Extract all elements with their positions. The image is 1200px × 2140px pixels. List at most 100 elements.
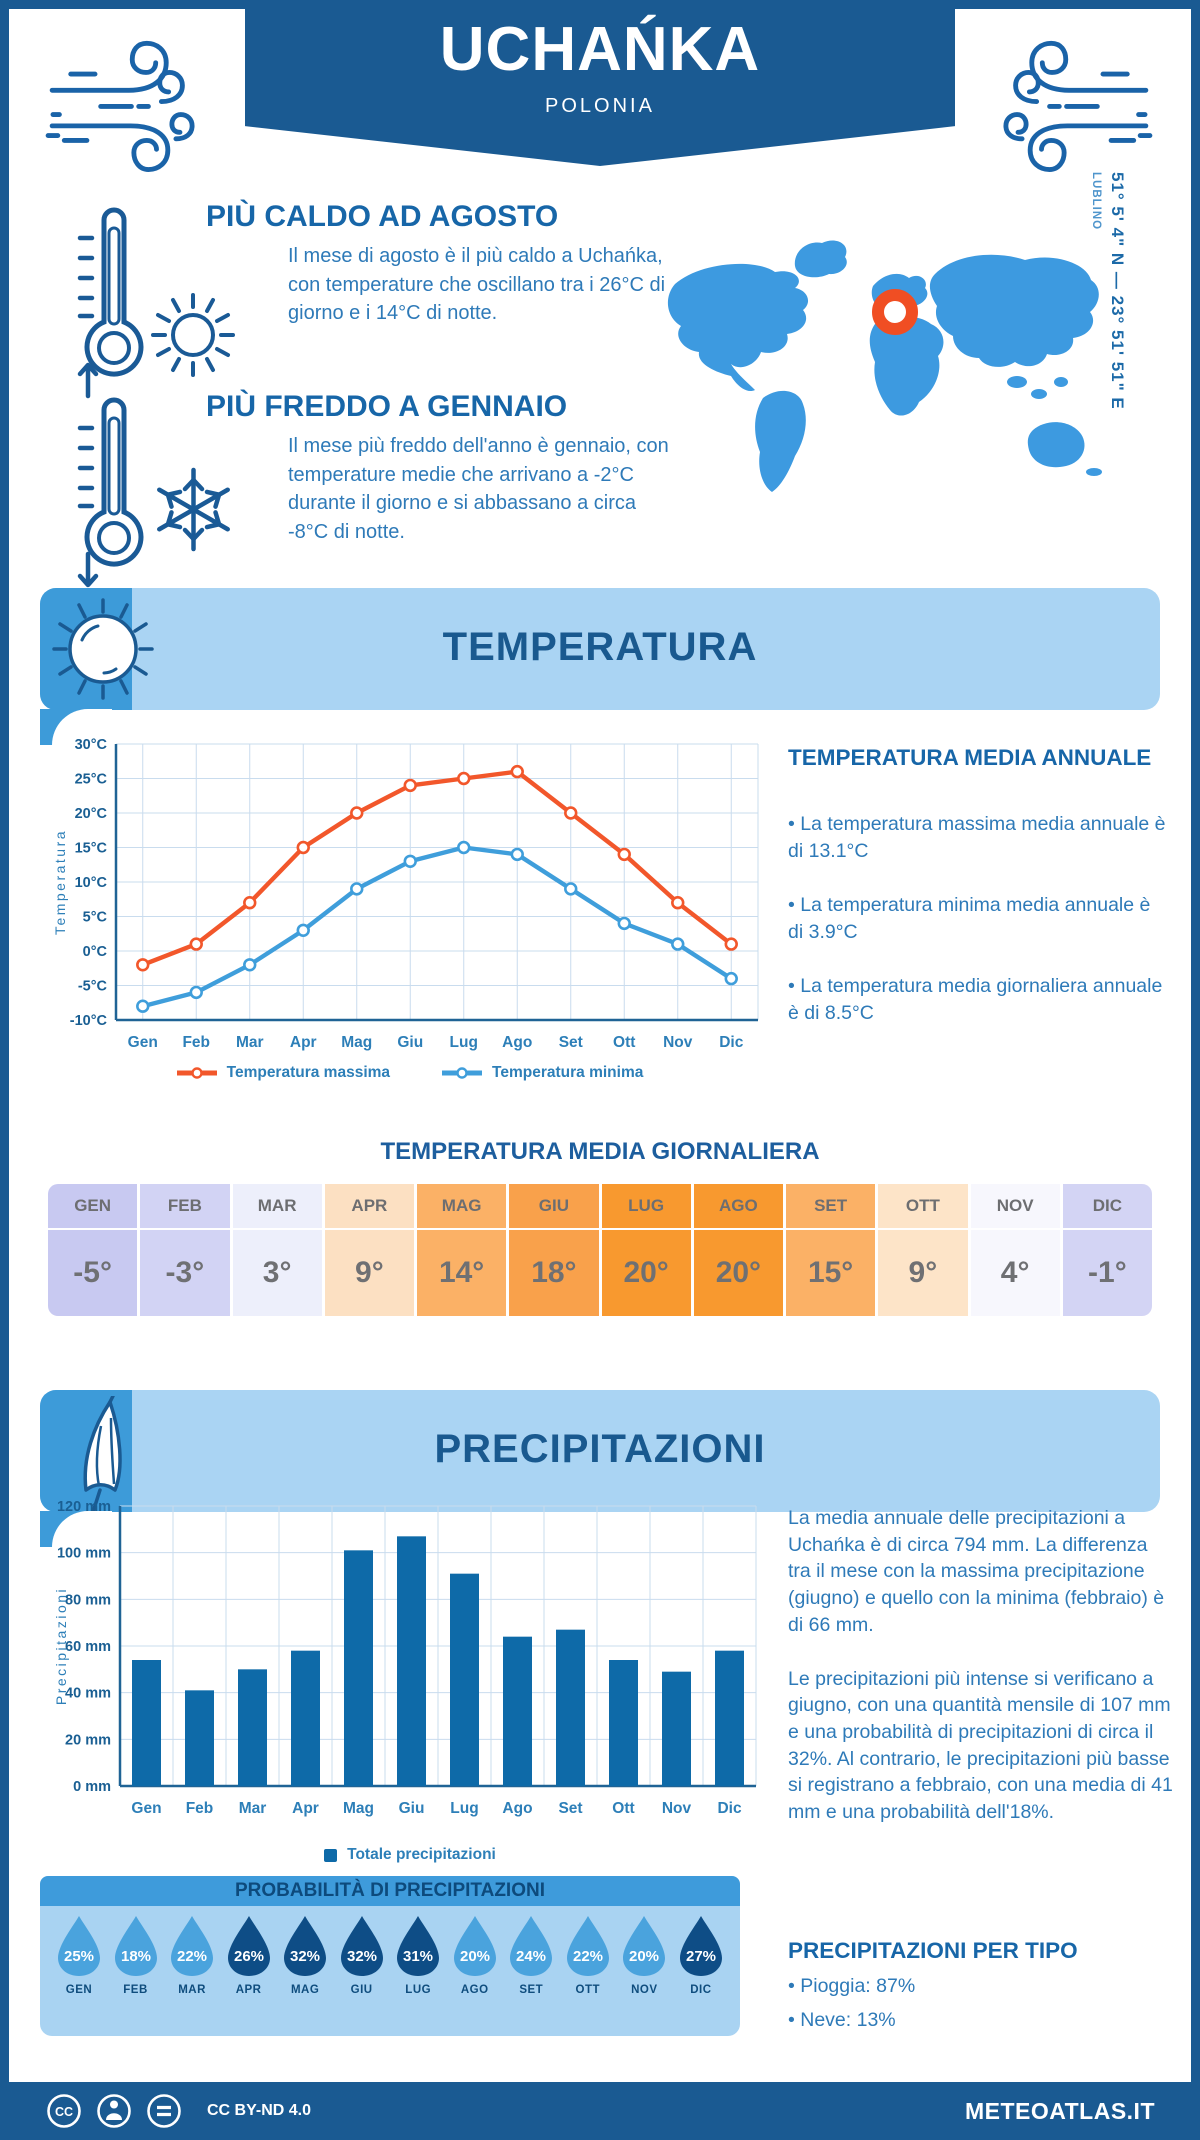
temperature-section-title: TEMPERATURA bbox=[442, 625, 758, 669]
coordinates-city: LUBLINO bbox=[1090, 172, 1102, 231]
daily-temperature-table: GEN -5° FEB -3° MAR 3° APR 9° MAG 14° GIU 18° LUG 20°… bbox=[48, 1184, 1152, 1316]
per-type-item: • Pioggia: 87% bbox=[788, 1975, 916, 1997]
daily-table-month: AGO bbox=[693, 1184, 783, 1230]
svg-text:Ott: Ott bbox=[613, 1034, 635, 1051]
precipitation-section-title: PRECIPITAZIONI bbox=[434, 1427, 766, 1471]
page-border-left bbox=[0, 0, 9, 2140]
svg-text:32%: 32% bbox=[290, 1948, 320, 1965]
daily-table-month: SET bbox=[786, 1184, 876, 1230]
annual-bullet: • La temperatura massima media annuale è… bbox=[788, 813, 1166, 862]
legend-item: Temperatura minima bbox=[442, 1064, 643, 1082]
probability-panel: PROBABILITÀ DI PRECIPITAZIONI 25% GEN 18% F… bbox=[40, 1876, 740, 2036]
temperature-section-banner: TEMPERATURA bbox=[40, 588, 1160, 710]
probability-droplet: 32% MAG bbox=[280, 1915, 330, 2036]
probability-droplet: 26% APR bbox=[224, 1915, 274, 2036]
svg-text:Dic: Dic bbox=[719, 1034, 744, 1051]
sun-banner-icon bbox=[52, 598, 154, 700]
svg-text:5°C: 5°C bbox=[83, 910, 108, 926]
svg-text:Gen: Gen bbox=[131, 1800, 161, 1817]
per-type-item: • Neve: 13% bbox=[788, 2009, 896, 2031]
map-south-america bbox=[755, 390, 806, 492]
daily-table-month: GEN bbox=[48, 1184, 138, 1230]
droplet-icon: 18% bbox=[114, 1916, 157, 1976]
svg-text:Feb: Feb bbox=[186, 1800, 214, 1817]
droplet-month: AGO bbox=[460, 1984, 489, 1996]
daily-table-column: FEB -3° bbox=[140, 1184, 230, 1316]
svg-text:22%: 22% bbox=[573, 1948, 603, 1965]
svg-text:100 mm: 100 mm bbox=[57, 1546, 111, 1562]
probability-title: PROBABILITÀ DI PRECIPITAZIONI bbox=[40, 1876, 740, 1906]
footer-bar: CC CC BY-ND 4.0 METEOATLAS.IT bbox=[0, 2082, 1200, 2140]
daily-table-column: MAR 3° bbox=[232, 1184, 322, 1316]
precipitation-chart-legend: Totale precipitazioni bbox=[50, 1846, 770, 1864]
daily-table-column: OTT 9° bbox=[878, 1184, 968, 1316]
map-island bbox=[1054, 377, 1068, 387]
daily-table-column: NOV 4° bbox=[970, 1184, 1060, 1316]
droplet-icon: 32% bbox=[340, 1916, 383, 1976]
site-name: METEOATLAS.IT bbox=[964, 2097, 1155, 2124]
daily-table-value: 4° bbox=[1000, 1256, 1030, 1289]
svg-text:Mag: Mag bbox=[341, 1034, 372, 1051]
legend-swatch bbox=[324, 1848, 338, 1862]
svg-text:10°C: 10°C bbox=[75, 875, 108, 891]
droplet-month: APR bbox=[235, 1984, 262, 1996]
daily-table-column: AGO 20° bbox=[693, 1184, 783, 1316]
droplet-month: SET bbox=[519, 1984, 544, 1996]
svg-text:Mag: Mag bbox=[343, 1800, 374, 1817]
daily-table-value: 18° bbox=[531, 1256, 577, 1289]
location-marker bbox=[872, 289, 918, 335]
svg-text:Set: Set bbox=[559, 1034, 583, 1051]
probability-droplets: 25% GEN 18% FEB 22% MAR 26% APR 32% MAG 32% GIU 31% L… bbox=[40, 1906, 740, 2036]
droplet-icon: 32% bbox=[284, 1916, 327, 1976]
coordinates-block: LUBLINO 51° 5' 4" N — 23° 51' 51" E bbox=[1090, 172, 1127, 512]
svg-text:-5°C: -5°C bbox=[78, 979, 108, 995]
droplet-icon: 25% bbox=[58, 1916, 100, 1976]
precipitation-per-type-panel: PRECIPITAZIONI PER TIPO • Pioggia: 87% • … bbox=[788, 1938, 1168, 2032]
daily-table-month: GIU bbox=[509, 1184, 599, 1230]
daily-table-month: DIC bbox=[1062, 1184, 1152, 1230]
precipitation-section-banner: PRECIPITAZIONI bbox=[40, 1390, 1160, 1522]
daily-table-column: GIU 18° bbox=[509, 1184, 599, 1316]
world-map bbox=[667, 240, 1102, 492]
daily-table-value: -3° bbox=[165, 1256, 205, 1289]
probability-droplet: 32% GIU bbox=[337, 1915, 387, 2036]
svg-text:32%: 32% bbox=[347, 1948, 377, 1965]
annual-temperature-panel: TEMPERATURA MEDIA ANNUALE • La temperatu… bbox=[788, 745, 1170, 1026]
daily-table-value: 15° bbox=[807, 1256, 854, 1289]
svg-text:Ago: Ago bbox=[502, 1800, 532, 1817]
highlight-cold-text: Il mese più freddo dell'anno è gennaio, … bbox=[288, 435, 669, 543]
annual-bullet: • La temperatura media giornaliera annua… bbox=[788, 974, 1163, 1024]
svg-text:CC: CC bbox=[55, 2105, 73, 2119]
droplet-month: GIU bbox=[350, 1984, 373, 1996]
page-border-right bbox=[1191, 0, 1200, 2140]
daily-table-month: APR bbox=[324, 1184, 414, 1230]
svg-text:24%: 24% bbox=[516, 1948, 546, 1965]
droplet-month: DIC bbox=[690, 1984, 712, 1996]
daily-table-column: MAG 14° bbox=[417, 1184, 507, 1316]
temperature-chart-legend: Temperatura massima Temperatura minima bbox=[50, 1064, 770, 1082]
svg-text:Temperatura: Temperatura bbox=[52, 829, 68, 935]
probability-droplet: 31% LUG bbox=[393, 1915, 443, 2036]
probability-droplet: 20% AGO bbox=[450, 1915, 500, 2036]
svg-text:Precipitazioni: Precipitazioni bbox=[53, 1587, 69, 1705]
daily-table-value: 3° bbox=[262, 1256, 292, 1289]
daily-table-column: APR 9° bbox=[324, 1184, 414, 1316]
svg-text:20 mm: 20 mm bbox=[65, 1732, 111, 1748]
legend-label: Temperatura minima bbox=[492, 1064, 644, 1081]
svg-text:40 mm: 40 mm bbox=[65, 1686, 111, 1702]
map-africa bbox=[869, 316, 944, 416]
map-island bbox=[1086, 468, 1102, 476]
svg-text:Set: Set bbox=[558, 1800, 582, 1817]
daily-table-column: GEN -5° bbox=[48, 1184, 138, 1316]
probability-droplet: 18% FEB bbox=[111, 1915, 161, 2036]
sun-icon bbox=[151, 293, 235, 377]
map-island bbox=[1031, 389, 1047, 399]
svg-text:80 mm: 80 mm bbox=[65, 1592, 111, 1608]
svg-text:31%: 31% bbox=[403, 1948, 433, 1965]
thermometer-hot-icon bbox=[77, 207, 144, 399]
droplet-month: NOV bbox=[631, 1984, 658, 1996]
svg-text:Ago: Ago bbox=[502, 1034, 532, 1051]
temperature-banner-tail bbox=[40, 709, 112, 745]
daily-table-month: MAR bbox=[232, 1184, 322, 1230]
